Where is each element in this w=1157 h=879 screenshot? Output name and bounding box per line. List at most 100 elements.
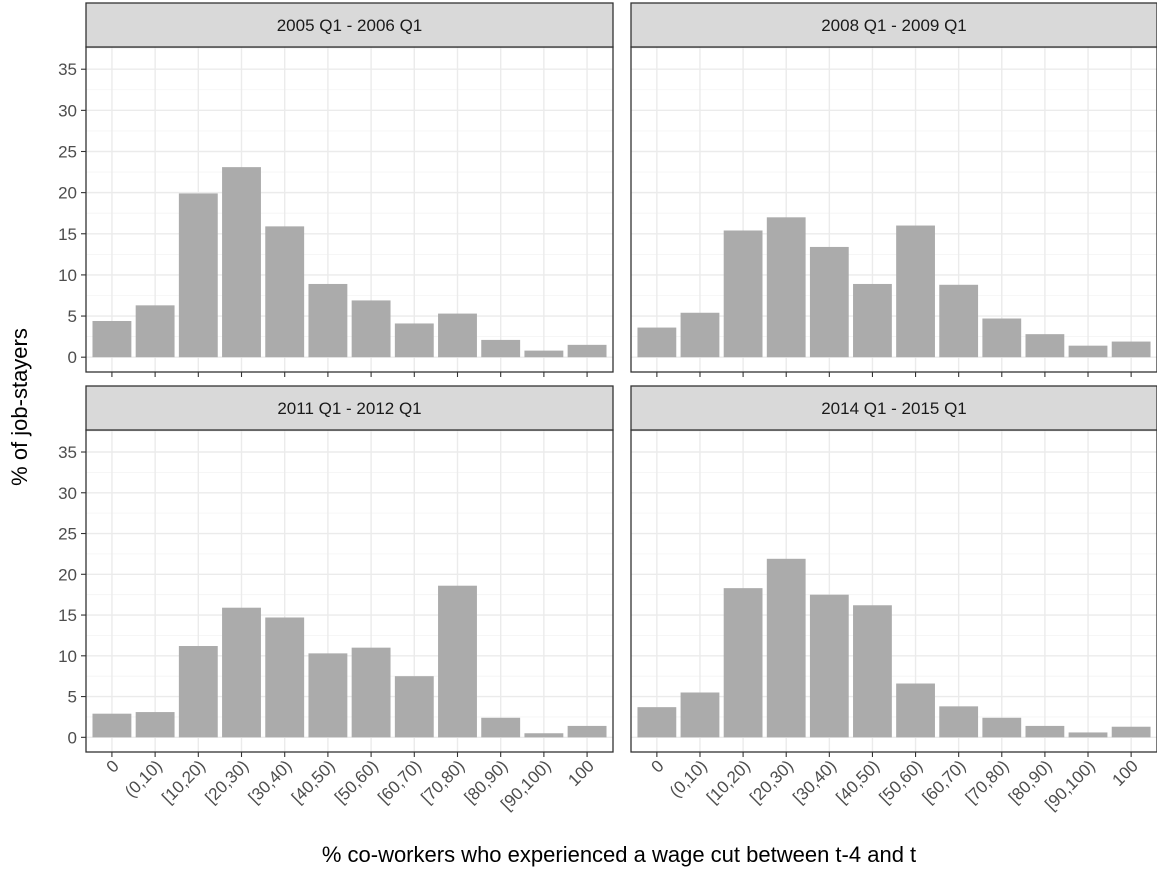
x-tick-label: [50,60) [331,756,382,807]
facet-panel: 2008 Q1 - 2009 Q1 [630,2,1157,377]
bar [853,283,892,358]
bar [637,707,677,738]
bar [135,712,175,738]
y-tick-label: 5 [68,688,77,707]
x-tick-label: [60,70) [919,756,970,807]
y-tick-label: 15 [58,225,77,244]
x-tick-label: 0 [103,756,123,776]
y-tick-label: 30 [58,484,77,503]
x-tick-label: [10,20) [158,756,209,807]
bar [222,607,261,738]
y-tick-label: 0 [68,728,77,747]
facet-strip [630,385,1157,431]
facet-strip [85,385,614,431]
facet-strip-label: 2005 Q1 - 2006 Q1 [277,16,423,35]
bar [524,733,564,738]
facet-strip-label: 2014 Q1 - 2015 Q1 [821,399,967,418]
bar [939,706,979,738]
x-tick-label: [40,50) [288,756,339,807]
bar [982,318,1022,358]
bar [1068,732,1108,738]
y-tick-label: 30 [58,101,77,120]
bar [723,230,763,358]
x-tick-label: 0 [648,756,668,776]
bar [809,594,849,738]
bar [680,692,720,738]
y-tick-label: 0 [68,348,77,367]
y-tick-label: 20 [58,565,77,584]
bar [524,350,564,358]
bar [1111,341,1151,358]
bar [1025,334,1065,358]
x-tick-label: [60,70) [374,756,425,807]
bar [896,225,935,358]
bar [351,647,391,738]
facet-panel: 2005 Q1 - 2006 Q1 0 5 10 15 20 25 30 35 [58,2,614,377]
bar [1068,345,1108,358]
bar [438,313,477,358]
facet-panel: 2014 Q1 - 2015 Q10(0,10)[10,20)[20,30)[3… [630,385,1157,814]
y-tick-label: 25 [58,142,77,161]
bar [394,323,434,358]
facet-panel: 2011 Q1 - 2012 Q1051015202530350(0,10)[1… [58,385,614,814]
facet-strip-label: 2008 Q1 - 2009 Q1 [821,16,967,35]
bar [178,193,218,358]
bar [265,617,305,738]
x-axis-title: % co-workers who experienced a wage cut … [322,842,916,867]
x-tick-label: [30,40) [245,756,296,807]
y-tick-label: 35 [58,60,77,79]
bar [1111,726,1151,738]
bar [438,585,477,738]
bar [853,605,892,738]
bar [766,558,806,738]
bar [351,300,391,358]
y-tick-label: 10 [58,647,77,666]
facet-strip [630,2,1157,48]
bar [394,676,434,738]
panel-border [85,429,614,753]
x-tick-label: 100 [1108,756,1141,789]
x-tick-label: [70,80) [962,756,1013,807]
x-tick-label: [40,50) [832,756,883,807]
bar [308,283,348,358]
x-tick-label: [20,30) [746,756,797,807]
bar [809,246,849,358]
bar [481,717,521,738]
bar [222,167,261,358]
x-tick-label: 100 [564,756,597,789]
bar [723,588,763,738]
bar [567,344,607,358]
bar [766,217,806,358]
facet-panels: 2005 Q1 - 2006 Q1 0 5 10 15 20 25 30 35 2008 Q1 -… [58,2,1157,814]
bar [265,226,305,358]
bar [680,312,720,358]
y-tick-label: 15 [58,606,77,625]
bar [178,646,218,738]
facet-strip-label: 2011 Q1 - 2012 Q1 [277,399,421,418]
bar [92,713,132,738]
y-tick-label: 10 [58,266,77,285]
bar [982,717,1022,738]
facet-strip [85,2,614,48]
y-axis-title: % of job-stayers [7,328,32,486]
y-tick-label: 5 [68,307,77,326]
x-tick-label: [30,40) [789,756,840,807]
x-tick-label: [20,30) [201,756,252,807]
bar [939,284,979,358]
bar [135,305,175,358]
x-tick-label: [70,80) [417,756,468,807]
bar [896,683,935,738]
bar [637,327,677,358]
bar [92,320,132,358]
x-tick-label: [10,20) [703,756,754,807]
x-tick-label: [50,60) [876,756,927,807]
bar [308,653,348,738]
y-tick-label: 25 [58,525,77,544]
y-tick-label: 35 [58,443,77,462]
bar [567,725,607,738]
y-tick-label: 20 [58,184,77,203]
bar [481,339,521,358]
bar [1025,725,1065,738]
